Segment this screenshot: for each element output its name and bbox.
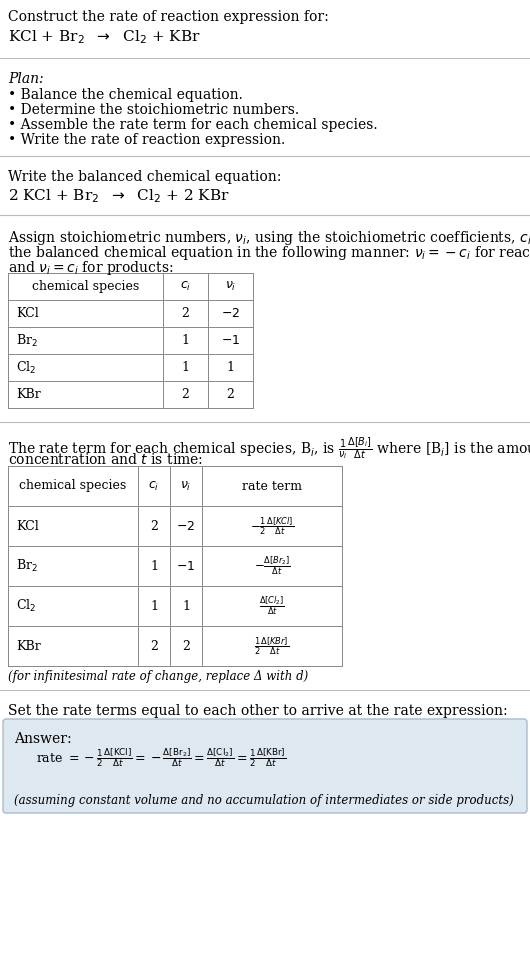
Text: Br$_2$: Br$_2$ (16, 558, 38, 574)
Text: (assuming constant volume and no accumulation of intermediates or side products): (assuming constant volume and no accumul… (14, 794, 514, 807)
Text: Cl$_2$: Cl$_2$ (16, 598, 36, 614)
FancyBboxPatch shape (3, 719, 527, 813)
Text: KBr: KBr (16, 388, 41, 401)
Text: Br$_2$: Br$_2$ (16, 333, 38, 348)
Text: Plan:: Plan: (8, 72, 43, 86)
Text: chemical species: chemical species (32, 280, 139, 293)
Text: $c_i$: $c_i$ (180, 280, 191, 293)
Text: • Balance the chemical equation.: • Balance the chemical equation. (8, 88, 243, 102)
Text: $\frac{\Delta[Cl_2]}{\Delta t}$: $\frac{\Delta[Cl_2]}{\Delta t}$ (259, 594, 285, 617)
Text: • Write the rate of reaction expression.: • Write the rate of reaction expression. (8, 133, 285, 147)
Text: Set the rate terms equal to each other to arrive at the rate expression:: Set the rate terms equal to each other t… (8, 704, 508, 718)
Text: 2: 2 (182, 388, 189, 401)
Text: $-2$: $-2$ (221, 307, 240, 320)
Text: 2: 2 (182, 639, 190, 653)
Text: rate term: rate term (242, 479, 302, 493)
Text: $\nu_i$: $\nu_i$ (225, 280, 236, 293)
Text: 1: 1 (182, 599, 190, 613)
Text: 1: 1 (150, 559, 158, 573)
Text: and $\nu_i = c_i$ for products:: and $\nu_i = c_i$ for products: (8, 259, 173, 277)
Text: • Assemble the rate term for each chemical species.: • Assemble the rate term for each chemic… (8, 118, 377, 132)
Text: 1: 1 (181, 361, 190, 374)
Text: KCl + Br$_2$  $\rightarrow$  Cl$_2$ + KBr: KCl + Br$_2$ $\rightarrow$ Cl$_2$ + KBr (8, 28, 201, 46)
Text: 2: 2 (150, 519, 158, 533)
Text: chemical species: chemical species (20, 479, 127, 493)
Text: the balanced chemical equation in the following manner: $\nu_i = -c_i$ for react: the balanced chemical equation in the fo… (8, 244, 530, 262)
Text: Cl$_2$: Cl$_2$ (16, 359, 36, 376)
Text: rate $= -\frac{1}{2}\frac{\Delta[\mathrm{KCl}]}{\Delta t} = -\frac{\Delta[\mathr: rate $= -\frac{1}{2}\frac{\Delta[\mathrm… (36, 747, 286, 769)
Text: KCl: KCl (16, 307, 39, 320)
Text: $c_i$: $c_i$ (148, 479, 160, 493)
Text: Write the balanced chemical equation:: Write the balanced chemical equation: (8, 170, 281, 184)
Text: KBr: KBr (16, 639, 41, 653)
Text: • Determine the stoichiometric numbers.: • Determine the stoichiometric numbers. (8, 103, 299, 117)
Text: $-1$: $-1$ (176, 559, 196, 573)
Text: concentration and $t$ is time:: concentration and $t$ is time: (8, 452, 203, 467)
Text: 2: 2 (182, 307, 189, 320)
Text: Assign stoichiometric numbers, $\nu_i$, using the stoichiometric coefficients, $: Assign stoichiometric numbers, $\nu_i$, … (8, 229, 530, 247)
Text: 2: 2 (226, 388, 234, 401)
Text: 2: 2 (150, 639, 158, 653)
Text: The rate term for each chemical species, B$_i$, is $\frac{1}{\nu_i}\frac{\Delta[: The rate term for each chemical species,… (8, 436, 530, 462)
Text: 2 KCl + Br$_2$  $\rightarrow$  Cl$_2$ + 2 KBr: 2 KCl + Br$_2$ $\rightarrow$ Cl$_2$ + 2 … (8, 187, 230, 205)
Text: Construct the rate of reaction expression for:: Construct the rate of reaction expressio… (8, 10, 329, 24)
Text: KCl: KCl (16, 519, 39, 533)
Text: 1: 1 (226, 361, 234, 374)
Text: $\frac{1}{2}\frac{\Delta[KBr]}{\Delta t}$: $\frac{1}{2}\frac{\Delta[KBr]}{\Delta t}… (254, 635, 289, 657)
Text: $-2$: $-2$ (176, 519, 196, 533)
Text: 1: 1 (150, 599, 158, 613)
Text: $\nu_i$: $\nu_i$ (180, 479, 192, 493)
Text: 1: 1 (181, 334, 190, 347)
Text: $-\frac{\Delta[Br_2]}{\Delta t}$: $-\frac{\Delta[Br_2]}{\Delta t}$ (253, 554, 290, 577)
Text: $-1$: $-1$ (221, 334, 240, 347)
Text: Answer:: Answer: (14, 732, 72, 746)
Text: $-\frac{1}{2}\frac{\Delta[KCl]}{\Delta t}$: $-\frac{1}{2}\frac{\Delta[KCl]}{\Delta t… (250, 515, 294, 537)
Text: (for infinitesimal rate of change, replace Δ with d): (for infinitesimal rate of change, repla… (8, 670, 308, 683)
